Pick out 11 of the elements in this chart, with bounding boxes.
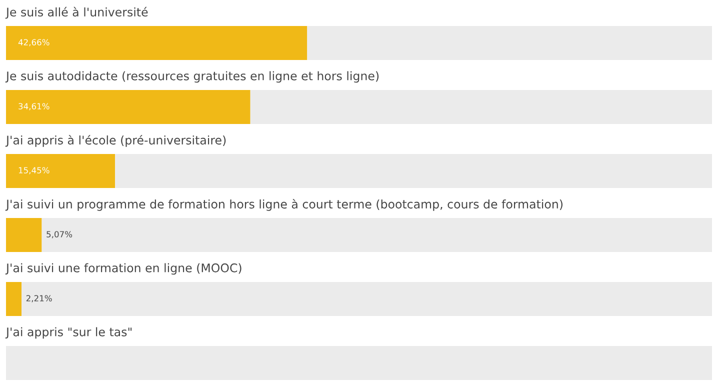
data-label: 2,21%: [26, 295, 52, 302]
y-tick-label: Je suis allé à l'université: [5, 6, 148, 19]
y-tick-label: Je suis autodidacte (ressources gratuites en ligne et hors ligne): [5, 71, 379, 83]
y-tick-label: J'ai appris "sur le tas": [5, 327, 132, 339]
y-tick-label: J'ai suivi une formation en ligne (MOOC): [5, 263, 242, 275]
y-tick-label: J'ai appris à l'école (pré-universitaire): [5, 134, 226, 147]
data-label: 42,66%: [18, 39, 50, 46]
data-label: 34,61%: [18, 103, 50, 110]
data-label: 15,45%: [18, 167, 50, 174]
y-tick-label: J'ai suivi un programme de formation hors ligne à court terme (bootcamp, cours de formation): [5, 198, 562, 211]
data-label: 5,07%: [46, 231, 72, 238]
